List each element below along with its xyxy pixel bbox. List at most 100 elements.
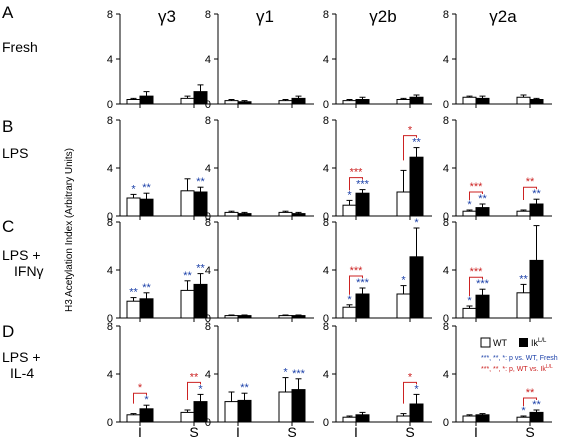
row-letter-d: D — [2, 322, 14, 341]
significance-vs-fresh: * — [144, 394, 149, 406]
y-tick-label: 8 — [107, 217, 113, 229]
bar-wt — [126, 197, 141, 217]
y-tick-label: 4 — [205, 265, 211, 277]
significance-bracket — [523, 186, 537, 200]
significance-vs-fresh: ** — [240, 382, 249, 394]
y-tick-label: 4 — [107, 54, 113, 66]
bar-wt — [224, 401, 239, 423]
significance-vs-fresh: ** — [532, 188, 541, 200]
significance-vs-fresh: ** — [142, 182, 151, 194]
bar-ik — [139, 408, 154, 423]
panel-r3-c1: 048*** *** — [205, 321, 314, 429]
significance-vs-fresh: *** — [356, 179, 370, 191]
y-tick-label: 8 — [443, 115, 449, 127]
bar-wt — [396, 415, 411, 423]
bar-ik — [237, 101, 252, 105]
bar-wt — [180, 411, 195, 423]
bar-ik — [529, 99, 544, 105]
x-category-s-col4: S — [525, 424, 534, 440]
bar-wt — [342, 306, 357, 319]
significance-vs-fresh: * — [414, 217, 419, 229]
bar-wt — [342, 204, 357, 217]
legend-label-ik-main: Ik — [531, 338, 539, 348]
row-letter-b: B — [2, 117, 13, 136]
panel-r2-c1: 0 4 8 — [205, 217, 314, 325]
bar-wt — [516, 416, 531, 423]
significance-vs-fresh: ** — [129, 287, 138, 299]
significance-vs-fresh: *** — [292, 368, 306, 380]
y-tick-label: 0 — [323, 417, 329, 429]
column-header-gamma3: γ3 — [158, 7, 176, 26]
panel-r3-c3: 048* **** — [443, 321, 552, 429]
bar-wt — [224, 315, 239, 319]
bar-wt — [180, 97, 195, 105]
bar-wt — [396, 99, 411, 105]
bar-ik — [139, 298, 154, 319]
legend-swatch-ik — [519, 338, 528, 347]
significance-wt-vs-ik: ** — [526, 387, 535, 399]
panel-r0-c0: 0 4 8 — [107, 9, 216, 111]
panel-r3-c2: 0 4 8 ** — [323, 321, 432, 429]
bar-ik — [475, 97, 490, 105]
y-axis-title: H3 Acetylation Index (Arbitrary Units) — [64, 148, 75, 312]
bar-wt — [278, 391, 293, 423]
bar-wt — [278, 211, 293, 217]
significance-vs-fresh: *** — [356, 277, 370, 289]
y-tick-label: 0 — [205, 211, 211, 223]
bar-wt — [516, 96, 531, 105]
legend-note-red-main: ***, **, *: p, WT vs. Ik — [481, 366, 546, 373]
panel-r2-c0: 0 4 8 ** ** ** ** — [107, 217, 216, 325]
x-category-i-col1: I — [138, 424, 142, 440]
panel-r1-c1: 0 4 8 — [205, 115, 314, 223]
panel-r3-c0: 048** *** — [107, 321, 216, 429]
significance-wt-vs-ik: *** — [470, 181, 484, 193]
panel-r2-c2: 048********* — [323, 217, 432, 325]
x-category-i-col2: I — [236, 424, 240, 440]
row-label-d-line1: LPS + — [2, 349, 41, 365]
bar-wt — [224, 100, 239, 105]
y-tick-label: 4 — [205, 163, 211, 175]
legend-label-ik: IkL/L — [531, 338, 547, 348]
significance-wt-vs-ik: *** — [470, 266, 484, 278]
significance-vs-fresh: * — [414, 383, 419, 395]
panel-r0-c2: 0 4 8 — [323, 9, 432, 111]
y-tick-label: 8 — [205, 321, 211, 333]
bar-wt — [396, 191, 411, 217]
significance-vs-fresh: ** — [412, 137, 421, 149]
y-tick-label: 8 — [205, 217, 211, 229]
significance-vs-fresh: * — [283, 367, 288, 379]
x-axis-categories: I S I S I S I S — [138, 424, 535, 440]
significance-vs-fresh: * — [401, 275, 406, 287]
bar-wt — [342, 100, 357, 105]
bar-ik — [291, 213, 306, 217]
bar-ik — [291, 389, 306, 423]
y-tick-label: 4 — [323, 163, 329, 175]
bar-ik — [291, 97, 306, 105]
panel-r1-c2: 048********** — [323, 115, 432, 223]
y-tick-label: 0 — [443, 99, 449, 111]
significance-vs-fresh: * — [467, 199, 472, 211]
bar-ik — [139, 198, 154, 217]
legend-swatch-wt — [480, 337, 491, 348]
panel-r0-c3: 0 4 8 — [443, 9, 552, 111]
significance-vs-fresh: * — [131, 183, 136, 195]
bar-wt — [180, 190, 195, 217]
bar-wt — [126, 300, 141, 319]
y-tick-label: 4 — [443, 369, 449, 381]
bar-ik — [355, 293, 370, 319]
y-tick-label: 8 — [323, 217, 329, 229]
y-tick-label: 8 — [205, 115, 211, 127]
significance-wt-vs-ik: ** — [190, 371, 199, 383]
panel-r1-c3: 048* ********* — [443, 115, 552, 223]
x-category-s-col3: S — [405, 424, 414, 440]
y-axis-title-group: H3 Acetylation Index (Arbitrary Units) — [64, 148, 75, 312]
y-tick-label: 0 — [205, 99, 211, 111]
bar-wt — [462, 307, 477, 319]
y-tick-label: 4 — [443, 54, 449, 66]
bar-wt — [278, 315, 293, 319]
significance-wt-vs-ik: *** — [350, 167, 364, 179]
y-tick-label: 0 — [443, 417, 449, 429]
significance-vs-fresh: ** — [532, 399, 541, 411]
